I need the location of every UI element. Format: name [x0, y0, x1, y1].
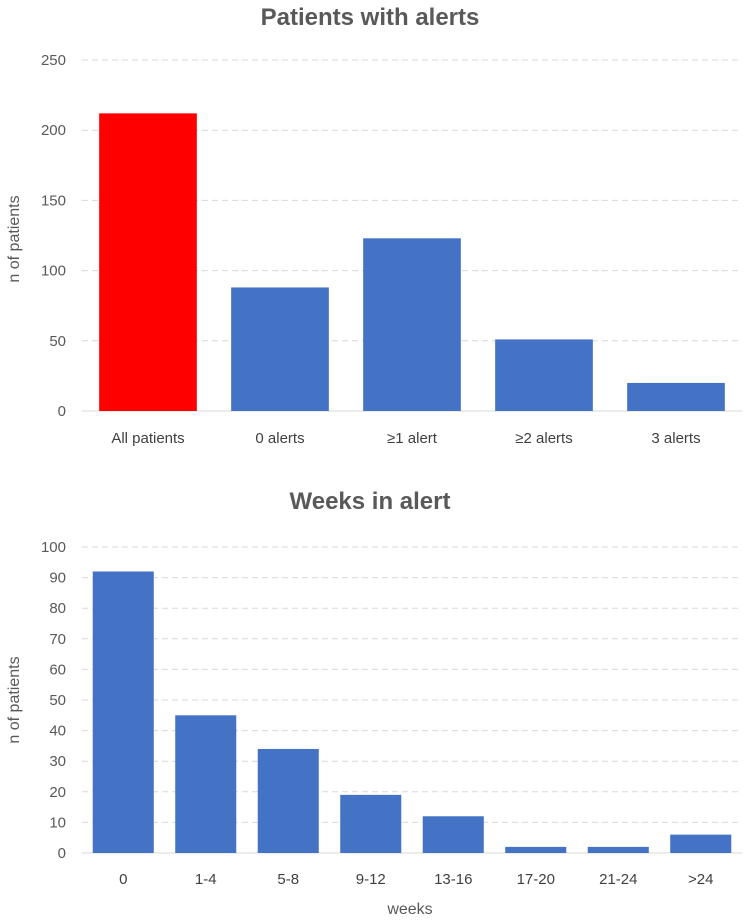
category-label: 1-4 [195, 871, 217, 888]
bar [231, 287, 329, 411]
chart-patients-with-alerts: Patients with alerts n of patients 0 50 10… [6, 4, 742, 447]
chart-2-category-labels: 0 1-4 5-8 9-12 13-16 17-20 21-24 >24 [119, 871, 713, 888]
category-label: ≥1 alert [387, 430, 438, 447]
category-label: 17-20 [517, 871, 555, 888]
chart-2-xlabel: weeks [386, 901, 432, 918]
chart-1-title: Patients with alerts [261, 4, 480, 31]
category-label: All patients [111, 430, 184, 447]
bar [175, 715, 237, 853]
bar [422, 816, 484, 853]
y-tick-label: 60 [49, 661, 66, 678]
y-tick-label: 200 [41, 122, 66, 139]
chart-2-y-ticks: 0 10 20 30 40 50 60 70 80 90 100 [41, 539, 66, 862]
category-label: 5-8 [277, 871, 299, 888]
y-tick-label: 100 [41, 539, 66, 556]
bar [99, 113, 197, 412]
category-label: 9-12 [356, 871, 386, 888]
category-label: 0 [119, 871, 127, 888]
chart-1-y-ticks: 0 50 100 150 200 250 [41, 52, 66, 420]
y-tick-label: 90 [49, 570, 66, 587]
bar [627, 382, 725, 411]
y-tick-label: 0 [58, 403, 66, 420]
bar [340, 794, 402, 853]
y-tick-label: 150 [41, 192, 66, 209]
chart-1-bars [99, 113, 725, 412]
bar [505, 846, 567, 853]
bar [670, 834, 732, 853]
chart-weeks-in-alert: Weeks in alert n of patients weeks 0 10 20… [6, 488, 742, 918]
y-tick-label: 50 [49, 692, 66, 709]
category-label: 0 alerts [255, 430, 304, 447]
bar [495, 339, 593, 411]
category-label: ≥2 alerts [515, 430, 572, 447]
y-tick-label: 0 [58, 845, 66, 862]
category-label: >24 [688, 871, 713, 888]
y-tick-label: 40 [49, 723, 66, 740]
y-tick-label: 50 [49, 333, 66, 350]
category-label: 13-16 [434, 871, 472, 888]
y-tick-label: 80 [49, 600, 66, 617]
chart-1-ylabel: n of patients [6, 195, 23, 282]
y-tick-label: 250 [41, 52, 66, 69]
chart-1-category-labels: All patients 0 alerts ≥1 alert ≥2 alerts 3 a… [111, 430, 700, 447]
y-tick-label: 70 [49, 631, 66, 648]
category-label: 3 alerts [651, 430, 700, 447]
chart-2-bars [92, 571, 732, 853]
y-tick-label: 20 [49, 784, 66, 801]
bar [363, 238, 461, 411]
y-tick-label: 100 [41, 263, 66, 280]
chart-2-title: Weeks in alert [290, 488, 451, 515]
y-tick-label: 30 [49, 753, 66, 770]
category-label: 21-24 [599, 871, 637, 888]
chart-2-ylabel: n of patients [6, 656, 23, 743]
bar [587, 846, 649, 853]
bar [257, 748, 319, 853]
y-tick-label: 10 [49, 814, 66, 831]
bar [92, 571, 154, 853]
